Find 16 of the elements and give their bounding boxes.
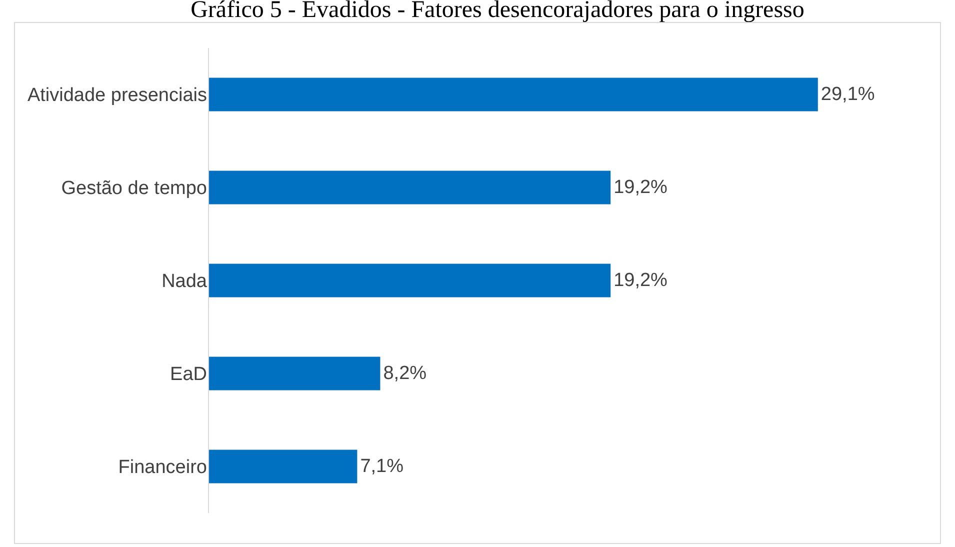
data-label: 8,2% [383, 363, 427, 384]
y-tick-label: Atividade presenciais [27, 85, 207, 106]
data-label: 7,1% [360, 456, 404, 477]
y-tick-label: EaD [170, 364, 207, 386]
bar [208, 170, 611, 204]
data-label: 29,1% [820, 84, 875, 105]
bar [208, 264, 611, 298]
y-tick-label: Gestão de tempo [61, 178, 207, 200]
bar [208, 450, 358, 484]
y-tick-label: Financeiro [118, 457, 207, 478]
data-label: 19,2% [614, 177, 668, 198]
data-label: 19,2% [614, 270, 668, 291]
bar [208, 356, 380, 390]
chart-title: Gráfico 5 - Evadidos - Fatores desencorajadores para o ingresso [190, 0, 806, 23]
y-tick-label: Nada [162, 271, 208, 292]
bar [208, 78, 818, 112]
